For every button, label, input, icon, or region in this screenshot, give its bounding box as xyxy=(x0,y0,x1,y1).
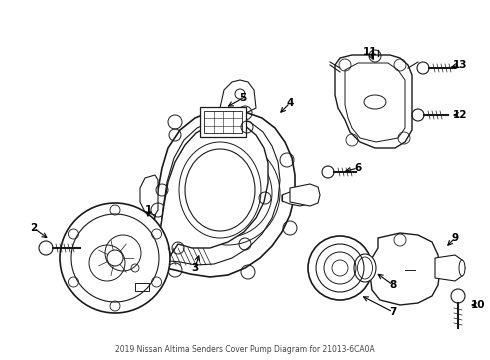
Polygon shape xyxy=(282,190,312,206)
Text: 8: 8 xyxy=(390,280,396,290)
Text: 13: 13 xyxy=(453,60,467,70)
Polygon shape xyxy=(290,184,320,206)
Circle shape xyxy=(308,236,372,300)
Text: 10: 10 xyxy=(471,300,485,310)
Circle shape xyxy=(60,203,170,313)
Polygon shape xyxy=(220,80,256,112)
Polygon shape xyxy=(160,121,268,260)
Polygon shape xyxy=(152,110,295,277)
Polygon shape xyxy=(140,175,158,215)
Text: 5: 5 xyxy=(240,93,246,103)
Text: 2019 Nissan Altima Senders Cover Pump Diagram for 21013-6CA0A: 2019 Nissan Altima Senders Cover Pump Di… xyxy=(115,345,375,354)
Text: 1: 1 xyxy=(145,205,151,215)
Text: 11: 11 xyxy=(363,47,377,57)
Ellipse shape xyxy=(354,254,376,282)
Text: 9: 9 xyxy=(451,233,459,243)
Text: 4: 4 xyxy=(286,98,294,108)
Text: 7: 7 xyxy=(390,307,397,317)
Polygon shape xyxy=(370,233,440,305)
Polygon shape xyxy=(335,55,412,148)
Ellipse shape xyxy=(459,260,465,276)
Text: 3: 3 xyxy=(192,263,198,273)
Bar xyxy=(135,283,149,291)
Bar xyxy=(200,107,246,137)
Bar xyxy=(204,111,242,133)
Text: 2: 2 xyxy=(30,223,38,233)
Text: 6: 6 xyxy=(354,163,362,173)
Text: 12: 12 xyxy=(453,110,467,120)
Polygon shape xyxy=(435,255,465,281)
